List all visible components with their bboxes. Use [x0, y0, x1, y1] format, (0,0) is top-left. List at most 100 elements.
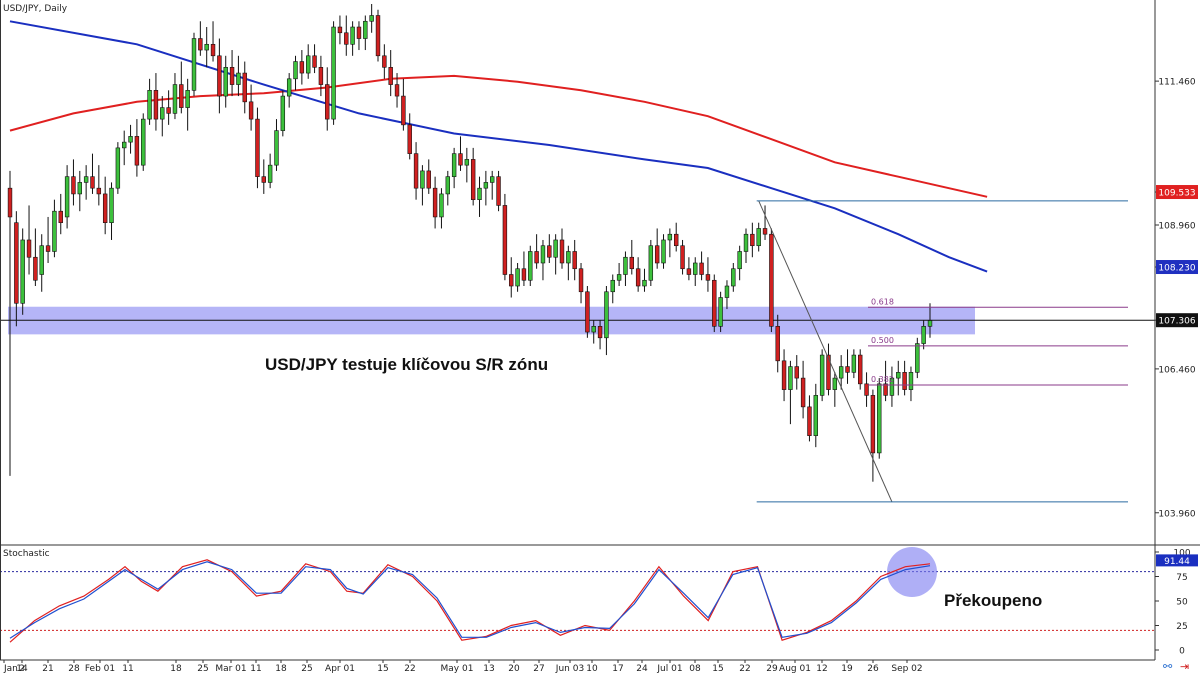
candle — [877, 378, 882, 459]
chart-title: USD/JPY, Daily — [3, 4, 68, 14]
candle — [96, 165, 102, 206]
candle — [306, 44, 311, 79]
candle — [337, 15, 343, 45]
candle — [547, 234, 552, 263]
time-tick-label: May 01 — [441, 664, 474, 674]
candle — [198, 21, 203, 56]
candle — [851, 349, 857, 379]
candle — [229, 50, 235, 97]
candle — [64, 165, 70, 229]
candle — [369, 4, 374, 33]
candle — [502, 193, 508, 281]
time-tick-label: 14 — [16, 664, 28, 674]
candle — [432, 176, 438, 229]
candle — [540, 239, 546, 281]
time-tick-label: 17 — [612, 664, 623, 674]
candle — [902, 360, 907, 396]
candle — [71, 159, 76, 206]
candle — [838, 355, 844, 390]
time-tick-label: 25 — [301, 664, 312, 674]
fib-level-label: 0.500 — [871, 336, 894, 345]
time-tick-label: 10 — [586, 664, 598, 674]
time-tick-label: Feb 01 — [85, 664, 115, 674]
candle — [451, 147, 457, 189]
time-tick-label: 22 — [739, 664, 750, 674]
candle — [490, 170, 495, 200]
time-tick-label: 11 — [250, 664, 261, 674]
time-tick-label: 15 — [712, 664, 723, 674]
candle — [52, 199, 57, 258]
candle — [623, 251, 628, 287]
candle — [90, 153, 95, 194]
candle — [407, 113, 412, 160]
candle — [724, 280, 730, 310]
time-tick-label: 11 — [122, 664, 133, 674]
candle — [534, 234, 539, 269]
stochastic-title: Stochastic — [3, 549, 50, 559]
time-tick-label: 27 — [533, 664, 544, 674]
candle — [528, 245, 533, 287]
candle — [674, 222, 679, 252]
candle — [172, 73, 178, 120]
candle — [293, 55, 298, 91]
candle — [648, 239, 654, 287]
candle — [845, 349, 850, 384]
candle — [667, 228, 673, 258]
candle — [813, 383, 818, 448]
candle — [610, 274, 615, 304]
candle — [800, 360, 806, 419]
candle — [819, 349, 825, 402]
candle — [807, 395, 812, 442]
price-tag-label: 107.306 — [1158, 317, 1195, 327]
candle — [109, 182, 114, 240]
candle — [597, 320, 603, 350]
candle — [191, 32, 197, 97]
candle — [718, 291, 723, 333]
candle — [141, 113, 146, 171]
candle — [166, 90, 171, 125]
stoch-value-tag — [1156, 554, 1198, 567]
candle — [217, 38, 222, 114]
candle — [280, 90, 286, 137]
candle — [604, 286, 609, 356]
sr-zone-annotation: USD/JPY testuje klíčovou S/R zónu — [265, 355, 548, 374]
link-icon[interactable]: ⚯ — [1163, 660, 1173, 673]
candle — [591, 320, 596, 344]
time-tick-label: 15 — [377, 664, 388, 674]
candle — [185, 78, 190, 131]
candle — [261, 159, 266, 194]
candle — [896, 360, 901, 396]
candle — [115, 142, 121, 194]
fib-level-label: 0.382 — [871, 375, 894, 384]
candle — [413, 142, 419, 200]
time-tick-label: Mar 01 — [215, 664, 246, 674]
candle — [363, 15, 368, 51]
candle — [356, 21, 362, 51]
candle — [33, 228, 38, 287]
candle — [242, 61, 247, 114]
candle — [870, 389, 876, 482]
arrow-right-icon[interactable]: ⇥ — [1180, 660, 1189, 673]
time-tick-label: 25 — [197, 664, 208, 674]
candle — [102, 176, 108, 235]
candle — [26, 205, 32, 275]
candle — [832, 372, 838, 407]
time-tick-label: 24 — [636, 664, 648, 674]
stoch-tick-label: 75 — [1176, 573, 1187, 583]
candle — [515, 262, 520, 292]
candle — [14, 211, 19, 327]
stoch-value-label: 91.44 — [1164, 557, 1190, 567]
candle — [470, 147, 476, 206]
price-tag — [1156, 313, 1198, 328]
candle — [426, 159, 431, 194]
candle — [83, 165, 89, 200]
candle — [699, 251, 704, 281]
candle — [585, 286, 590, 338]
candle — [122, 130, 127, 166]
candle — [756, 222, 761, 252]
candle — [661, 234, 666, 269]
candle — [686, 257, 692, 281]
overbought-annotation: Překoupeno — [944, 591, 1042, 610]
candle — [788, 360, 793, 425]
